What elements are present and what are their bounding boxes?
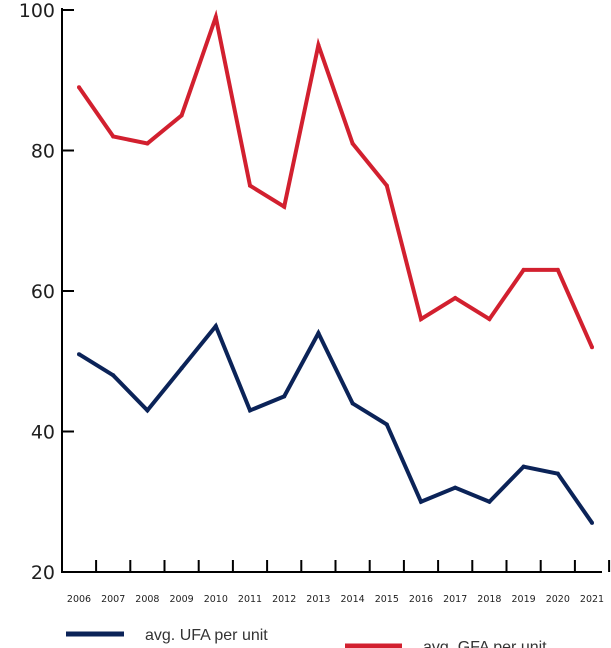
data-point-avg-ufa-per-unit (282, 394, 287, 399)
data-point-avg-gfa-per-unit (282, 204, 287, 209)
data-point-avg-ufa-per-unit (350, 401, 355, 406)
x-tick-label: 2013 (306, 594, 330, 605)
x-tick-label: 2006 (67, 594, 91, 605)
data-point-avg-ufa-per-unit (316, 331, 321, 336)
data-point-avg-gfa-per-unit (248, 183, 252, 188)
data-point-avg-gfa-per-unit (384, 183, 389, 188)
data-point-avg-ufa-per-unit (213, 324, 218, 329)
data-point-avg-ufa-per-unit (77, 352, 81, 357)
x-tick-label: 2010 (204, 594, 228, 605)
axes (61, 8, 602, 573)
x-tick-label: 2019 (512, 594, 536, 605)
y-tick-label: 20 (31, 562, 55, 584)
y-tick-label: 100 (19, 0, 55, 22)
series-line-avg-gfa-per-unit (77, 9, 594, 349)
data-point-avg-gfa-per-unit (145, 141, 150, 146)
data-point-avg-ufa-per-unit (248, 408, 252, 413)
x-tick-label: 2016 (409, 594, 433, 605)
legend-label: avg. UFA per unit (145, 627, 268, 644)
data-point-avg-gfa-per-unit (213, 15, 218, 20)
series-line-avg-ufa-per-unit (77, 322, 594, 524)
data-point-avg-gfa-per-unit (179, 113, 184, 118)
x-tick-label: 2011 (238, 594, 262, 605)
data-point-avg-gfa-per-unit (77, 85, 81, 90)
x-tick-label: 2017 (443, 594, 467, 605)
x-tick-label: 2021 (580, 594, 604, 605)
data-point-avg-gfa-per-unit (521, 267, 526, 272)
data-point-avg-ufa-per-unit (384, 422, 389, 427)
data-point-avg-ufa-per-unit (145, 408, 150, 413)
x-tick-label: 2007 (101, 594, 125, 605)
x-tick-label: 2014 (341, 594, 365, 605)
x-ticks: 2006 2007 2008 2009 2010 2011 2012 2013 2014 2015… (67, 560, 611, 605)
data-point-avg-gfa-per-unit (316, 43, 321, 48)
data-point-avg-ufa-per-unit (555, 471, 560, 476)
legend-label: avg. GFA per unit (423, 639, 547, 648)
series-lines (77, 9, 594, 525)
y-tick-label: 80 (31, 141, 55, 163)
x-tick-label: 2012 (272, 594, 296, 605)
data-point-avg-gfa-per-unit (453, 296, 458, 301)
x-tick-label: 2009 (170, 594, 194, 605)
data-point-avg-ufa-per-unit (179, 366, 184, 371)
data-point-avg-gfa-per-unit (487, 317, 492, 322)
y-tick-label: 40 (31, 422, 55, 444)
x-tick-label: 2020 (546, 594, 570, 605)
data-point-avg-gfa-per-unit (111, 134, 116, 139)
y-tick-label: 60 (31, 281, 55, 303)
data-point-avg-ufa-per-unit (590, 520, 594, 525)
data-point-avg-gfa-per-unit (590, 345, 594, 350)
x-tick-label: 2015 (375, 594, 399, 605)
data-point-avg-gfa-per-unit (419, 317, 423, 322)
data-point-avg-ufa-per-unit (521, 464, 526, 469)
data-point-avg-ufa-per-unit (111, 373, 116, 378)
data-point-avg-gfa-per-unit (555, 267, 560, 272)
data-point-avg-ufa-per-unit (487, 499, 492, 504)
x-tick-label: 2018 (477, 594, 501, 605)
legend: avg. UFA per unit avg. GFA per unit (66, 627, 547, 648)
y-ticks: 20 40 60 80 100 (19, 0, 74, 584)
x-tick-label: 2008 (135, 594, 159, 605)
data-point-avg-gfa-per-unit (350, 141, 355, 146)
data-point-avg-ufa-per-unit (453, 485, 458, 490)
data-point-avg-ufa-per-unit (419, 499, 423, 504)
